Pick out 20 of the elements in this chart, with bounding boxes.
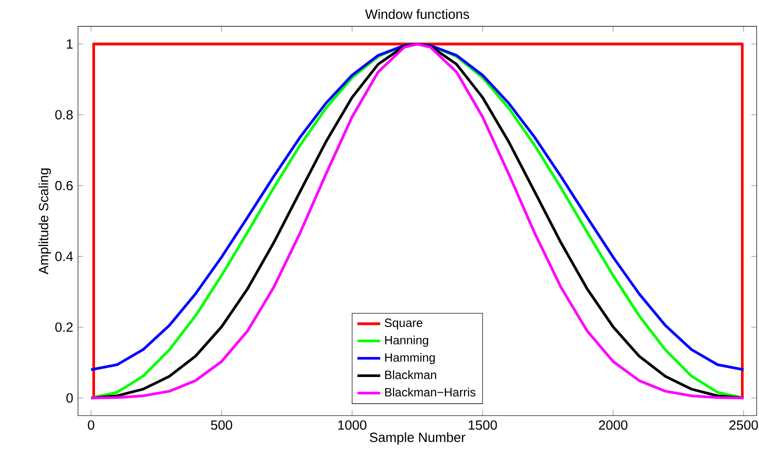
y-tick-label: 0.8 xyxy=(55,110,73,120)
y-tick-label: 0.4 xyxy=(55,252,73,262)
y-tick-label: 0 xyxy=(66,393,73,403)
x-tick-label: 2000 xyxy=(598,420,628,430)
y-tick-label: 0.2 xyxy=(55,322,73,332)
legend-label: Hamming xyxy=(385,352,435,364)
y-tick-label: 1 xyxy=(66,39,73,49)
x-tick-label: 1000 xyxy=(338,420,366,430)
x-tick-label: 1500 xyxy=(468,420,497,430)
legend-label: Blackman−Harris xyxy=(385,388,476,396)
x-tick-label: 2500 xyxy=(729,420,758,430)
legend-label: Blackman xyxy=(385,370,436,380)
legend-label: Hanning xyxy=(385,336,428,347)
chart-title: Window functions xyxy=(365,9,470,19)
y-axis-title: Amplitude Scaling xyxy=(38,168,51,274)
x-tick-label: 0 xyxy=(88,420,94,430)
x-tick-label: 500 xyxy=(210,420,232,430)
x-axis-title: Sample Number xyxy=(370,432,466,445)
y-tick-label: 0.6 xyxy=(55,180,73,190)
legend-label: Square xyxy=(384,318,422,330)
